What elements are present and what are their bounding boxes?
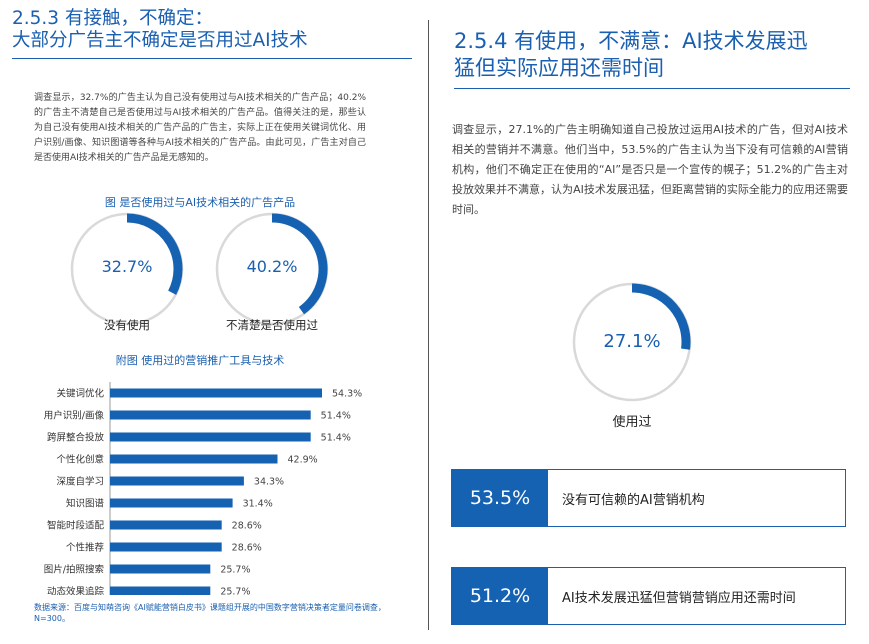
donut-label-2: 不清楚是否使用过 (226, 318, 318, 332)
bar (110, 564, 211, 574)
bar-value-label: 25.7% (220, 587, 250, 596)
donut-label-3: 使用过 (612, 415, 652, 430)
stat-box-2: 51.2% AI技术发展迅猛但营销营销应用还需时间 (451, 567, 846, 625)
bar (110, 498, 233, 508)
bar-category-label: 动态效果追踪 (47, 586, 105, 596)
donut-value-arc (126, 213, 183, 295)
donut-chart-used (570, 280, 694, 404)
bar-category-label: 个性化创意 (56, 454, 104, 466)
stat-number: 51.2% (452, 568, 548, 624)
donut-percent-3: 27.1% (603, 331, 661, 352)
donut-value-arc (631, 283, 691, 350)
bar-value-label: 31.4% (243, 499, 273, 510)
bar-value-label: 28.6% (232, 521, 262, 532)
bar (110, 454, 278, 464)
bar-category-label: 知识图谱 (66, 498, 105, 510)
bar-value-label: 51.4% (321, 411, 351, 422)
bar (110, 586, 211, 596)
bar-chart-svg: 关键词优化 54.3% 用户识别/画像 51.4% 跨屏整合投放 51.4% 个性化创意 42… (44, 382, 362, 602)
bar-value-label: 34.3% (254, 477, 284, 488)
body-paragraph-right: 调查显示，27.1%的广告主明确知道自己投放过运用AI技术的广告，但对AI技术相… (452, 123, 848, 216)
bar (110, 476, 244, 486)
section-title-line2: 大部分广告主不确定是否用过AI技术 (12, 30, 308, 51)
bar-chart-tools: 关键词优化 54.3% 用户识别/画像 51.4% 跨屏整合投放 51.4% 个性化创意 42… (0, 380, 420, 602)
stat-text: AI技术发展迅猛但营销营销应用还需时间 (562, 590, 796, 606)
bar-value-label: 51.4% (321, 433, 351, 444)
donut-chart-not-used (67, 211, 187, 331)
donut-percent-2: 40.2% (246, 257, 298, 276)
bar (110, 520, 222, 530)
bar-category-label: 用户识别/画像 (44, 410, 105, 422)
donut-label-1: 没有使用 (104, 318, 150, 332)
title-underline (454, 88, 850, 90)
donut-percent-1: 32.7% (101, 257, 153, 276)
section-title-2-5-3: 2.5.3 有接触，不确定： 大部分广告主不确定是否用过AI技术 (12, 8, 412, 52)
bar-category-label: 深度自学习 (56, 476, 104, 488)
bar-category-label: 智能时段适配 (47, 520, 105, 532)
stat-text: 没有可信赖的AI营销机构 (562, 492, 705, 508)
section-title-line2: 猛但实际应用还需时间 (454, 56, 664, 80)
bar-category-label: 个性推荐 (66, 542, 105, 554)
section-title-line1: 2.5.3 有接触，不确定： (12, 8, 213, 29)
bar (110, 388, 322, 398)
section-title-2-5-4: 2.5.4 有使用，不满意：AI技术发展迅 猛但实际应用还需时间 (454, 28, 854, 82)
donut-svg (215, 212, 329, 326)
section-title-line1: 2.5.4 有使用，不满意：AI技术发展迅 (454, 29, 808, 53)
bar-value-label: 28.6% (232, 543, 262, 554)
bar-category-label: 关键词优化 (56, 388, 104, 400)
donut-svg (70, 212, 184, 326)
donut-chart-unsure (212, 211, 332, 331)
appendix-caption: 附图 使用过的营销推广工具与技术 (115, 354, 285, 367)
stat-box-1: 53.5% 没有可信赖的AI营销机构 (451, 469, 846, 527)
bar-category-label: 跨屏整合投放 (47, 432, 105, 444)
bar (110, 542, 222, 552)
title-underline (12, 58, 412, 60)
stat-number: 53.5% (452, 470, 548, 526)
donut-svg (572, 282, 692, 402)
bar (110, 432, 311, 442)
bar-value-label: 54.3% (332, 389, 362, 400)
bar-value-label: 42.9% (287, 455, 317, 466)
bar-category-label: 图片/拍照搜索 (44, 564, 104, 576)
column-divider (428, 20, 429, 630)
bar-value-label: 25.7% (220, 565, 250, 576)
body-paragraph-left: 调查显示，32.7%的广告主认为自己没有使用过与AI技术相关的广告产品；40.2… (34, 93, 366, 163)
data-source-note: 数据来源：百度与知萌咨询《AI赋能营销白皮书》课题组开展的中国数字营销决策者定量… (34, 603, 386, 623)
donut-value-arc (271, 213, 328, 315)
bar (110, 410, 311, 420)
figure-caption: 图 是否使用过与AI技术相关的广告产品 (104, 196, 296, 209)
